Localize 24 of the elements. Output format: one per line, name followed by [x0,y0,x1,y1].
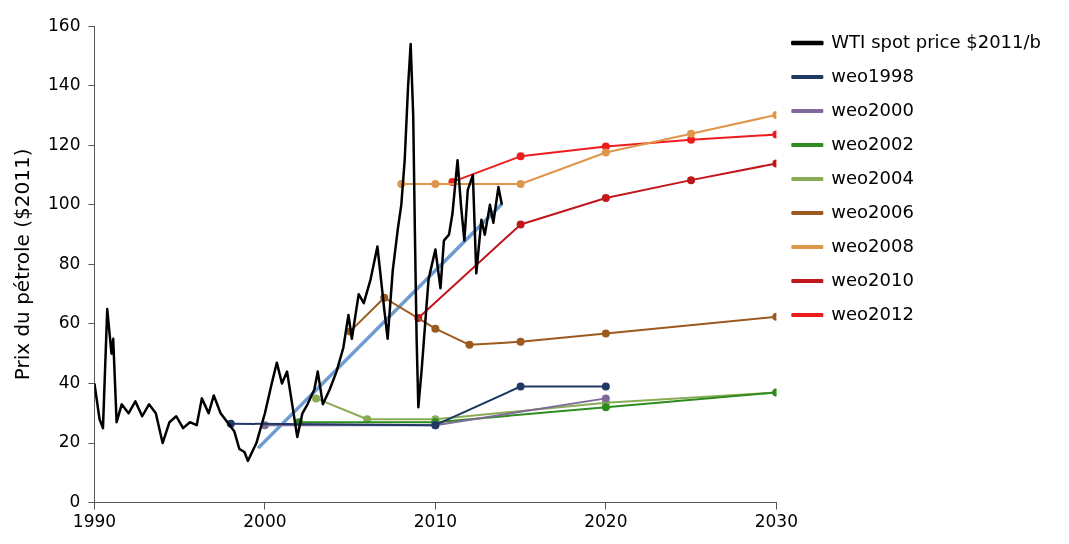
legend-label: weo2006 [831,200,914,222]
legend-label: weo2012 [831,302,914,324]
x-tick-label: 2030 [754,511,798,532]
legend-label: weo2010 [831,268,914,290]
x-tick-label: 2010 [413,511,458,532]
legend-label: weo2000 [831,98,914,120]
y-tick-label: 40 [58,371,81,392]
y-tick-label: 160 [47,14,81,35]
y-tick-label: 0 [69,491,81,512]
y-tick-label: 120 [47,133,81,154]
y-tick-label: 20 [58,431,81,452]
legend-label: weo1998 [831,64,914,86]
legend-label: WTI spot price $2011/b [831,30,1042,52]
x-tick-label: 1990 [72,511,117,532]
x-tick-label: 2020 [584,511,628,532]
legend-label: weo2008 [831,234,914,256]
y-tick-label: 60 [58,312,81,333]
legend-label: weo2002 [831,132,914,154]
x-tick-label: 2000 [243,511,287,532]
legend-label: weo2004 [831,166,914,188]
y-tick-label: 80 [58,252,81,273]
y-tick-label: 140 [47,74,81,95]
y-tick-label: 100 [47,193,81,214]
y-axis-title: Prix du pétrole ($2011) [10,148,35,381]
